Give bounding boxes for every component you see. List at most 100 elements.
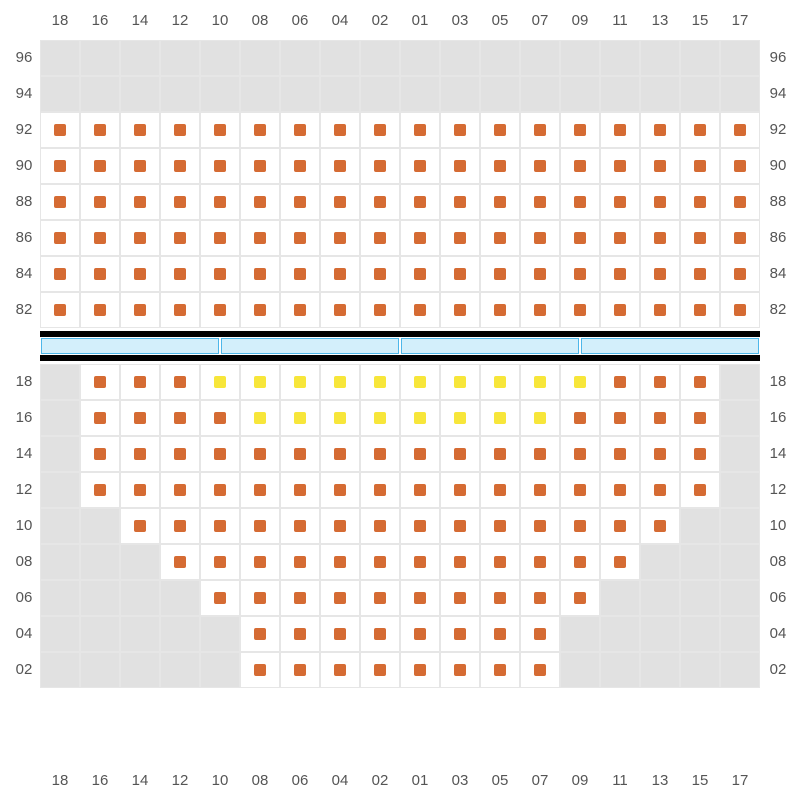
seat[interactable] (614, 448, 626, 460)
seat[interactable] (254, 412, 266, 424)
seat[interactable] (94, 412, 106, 424)
seat[interactable] (294, 520, 306, 532)
seat[interactable] (94, 376, 106, 388)
seat[interactable] (734, 268, 746, 280)
seat[interactable] (294, 412, 306, 424)
seat[interactable] (454, 412, 466, 424)
seat[interactable] (214, 124, 226, 136)
seat[interactable] (574, 592, 586, 604)
seat[interactable] (574, 376, 586, 388)
seat[interactable] (454, 448, 466, 460)
seat[interactable] (574, 412, 586, 424)
seat[interactable] (214, 520, 226, 532)
seat[interactable] (534, 448, 546, 460)
seat[interactable] (374, 592, 386, 604)
seat[interactable] (94, 304, 106, 316)
seat[interactable] (454, 124, 466, 136)
seat[interactable] (254, 556, 266, 568)
seat[interactable] (614, 304, 626, 316)
seat[interactable] (174, 304, 186, 316)
seat[interactable] (454, 592, 466, 604)
seat[interactable] (654, 304, 666, 316)
seat[interactable] (694, 304, 706, 316)
seat[interactable] (694, 196, 706, 208)
seat[interactable] (574, 124, 586, 136)
seat[interactable] (334, 268, 346, 280)
seat[interactable] (534, 592, 546, 604)
seat[interactable] (454, 520, 466, 532)
seat[interactable] (654, 448, 666, 460)
seat[interactable] (534, 160, 546, 172)
seat[interactable] (694, 412, 706, 424)
seat[interactable] (494, 232, 506, 244)
seat[interactable] (294, 592, 306, 604)
seat[interactable] (134, 160, 146, 172)
seat[interactable] (654, 232, 666, 244)
seat[interactable] (334, 484, 346, 496)
seat[interactable] (414, 124, 426, 136)
seat[interactable] (134, 124, 146, 136)
seat[interactable] (334, 556, 346, 568)
seat[interactable] (214, 376, 226, 388)
seat[interactable] (454, 232, 466, 244)
seat[interactable] (254, 376, 266, 388)
seat[interactable] (734, 304, 746, 316)
seat[interactable] (454, 304, 466, 316)
seat[interactable] (214, 484, 226, 496)
seat[interactable] (254, 664, 266, 676)
seat[interactable] (334, 124, 346, 136)
seat[interactable] (414, 412, 426, 424)
seat[interactable] (454, 196, 466, 208)
seat[interactable] (254, 304, 266, 316)
seat[interactable] (134, 196, 146, 208)
seat[interactable] (614, 124, 626, 136)
seat[interactable] (494, 520, 506, 532)
seat[interactable] (574, 232, 586, 244)
seat[interactable] (534, 196, 546, 208)
seat[interactable] (214, 196, 226, 208)
seat[interactable] (334, 232, 346, 244)
seat[interactable] (734, 160, 746, 172)
seat[interactable] (134, 232, 146, 244)
seat[interactable] (94, 124, 106, 136)
seat[interactable] (414, 232, 426, 244)
seat[interactable] (574, 484, 586, 496)
seat[interactable] (374, 232, 386, 244)
seat[interactable] (214, 268, 226, 280)
seat[interactable] (174, 268, 186, 280)
seat[interactable] (174, 196, 186, 208)
seat[interactable] (214, 592, 226, 604)
seat[interactable] (654, 376, 666, 388)
seat[interactable] (534, 304, 546, 316)
seat[interactable] (494, 628, 506, 640)
seat[interactable] (414, 304, 426, 316)
seat[interactable] (494, 664, 506, 676)
seat[interactable] (54, 124, 66, 136)
seat[interactable] (254, 160, 266, 172)
seat[interactable] (494, 376, 506, 388)
seat[interactable] (54, 304, 66, 316)
seat[interactable] (654, 412, 666, 424)
seat[interactable] (94, 196, 106, 208)
seat[interactable] (94, 160, 106, 172)
seat[interactable] (294, 628, 306, 640)
seat[interactable] (214, 160, 226, 172)
seat[interactable] (174, 232, 186, 244)
seat[interactable] (494, 484, 506, 496)
seat[interactable] (414, 592, 426, 604)
seat[interactable] (174, 160, 186, 172)
seat[interactable] (454, 484, 466, 496)
seat[interactable] (494, 556, 506, 568)
seat[interactable] (334, 160, 346, 172)
seat[interactable] (694, 484, 706, 496)
seat[interactable] (374, 412, 386, 424)
seat[interactable] (534, 412, 546, 424)
seat[interactable] (574, 304, 586, 316)
seat[interactable] (614, 376, 626, 388)
seat[interactable] (494, 160, 506, 172)
seat[interactable] (374, 160, 386, 172)
seat[interactable] (654, 484, 666, 496)
seat[interactable] (574, 520, 586, 532)
seat[interactable] (614, 268, 626, 280)
seat[interactable] (334, 592, 346, 604)
